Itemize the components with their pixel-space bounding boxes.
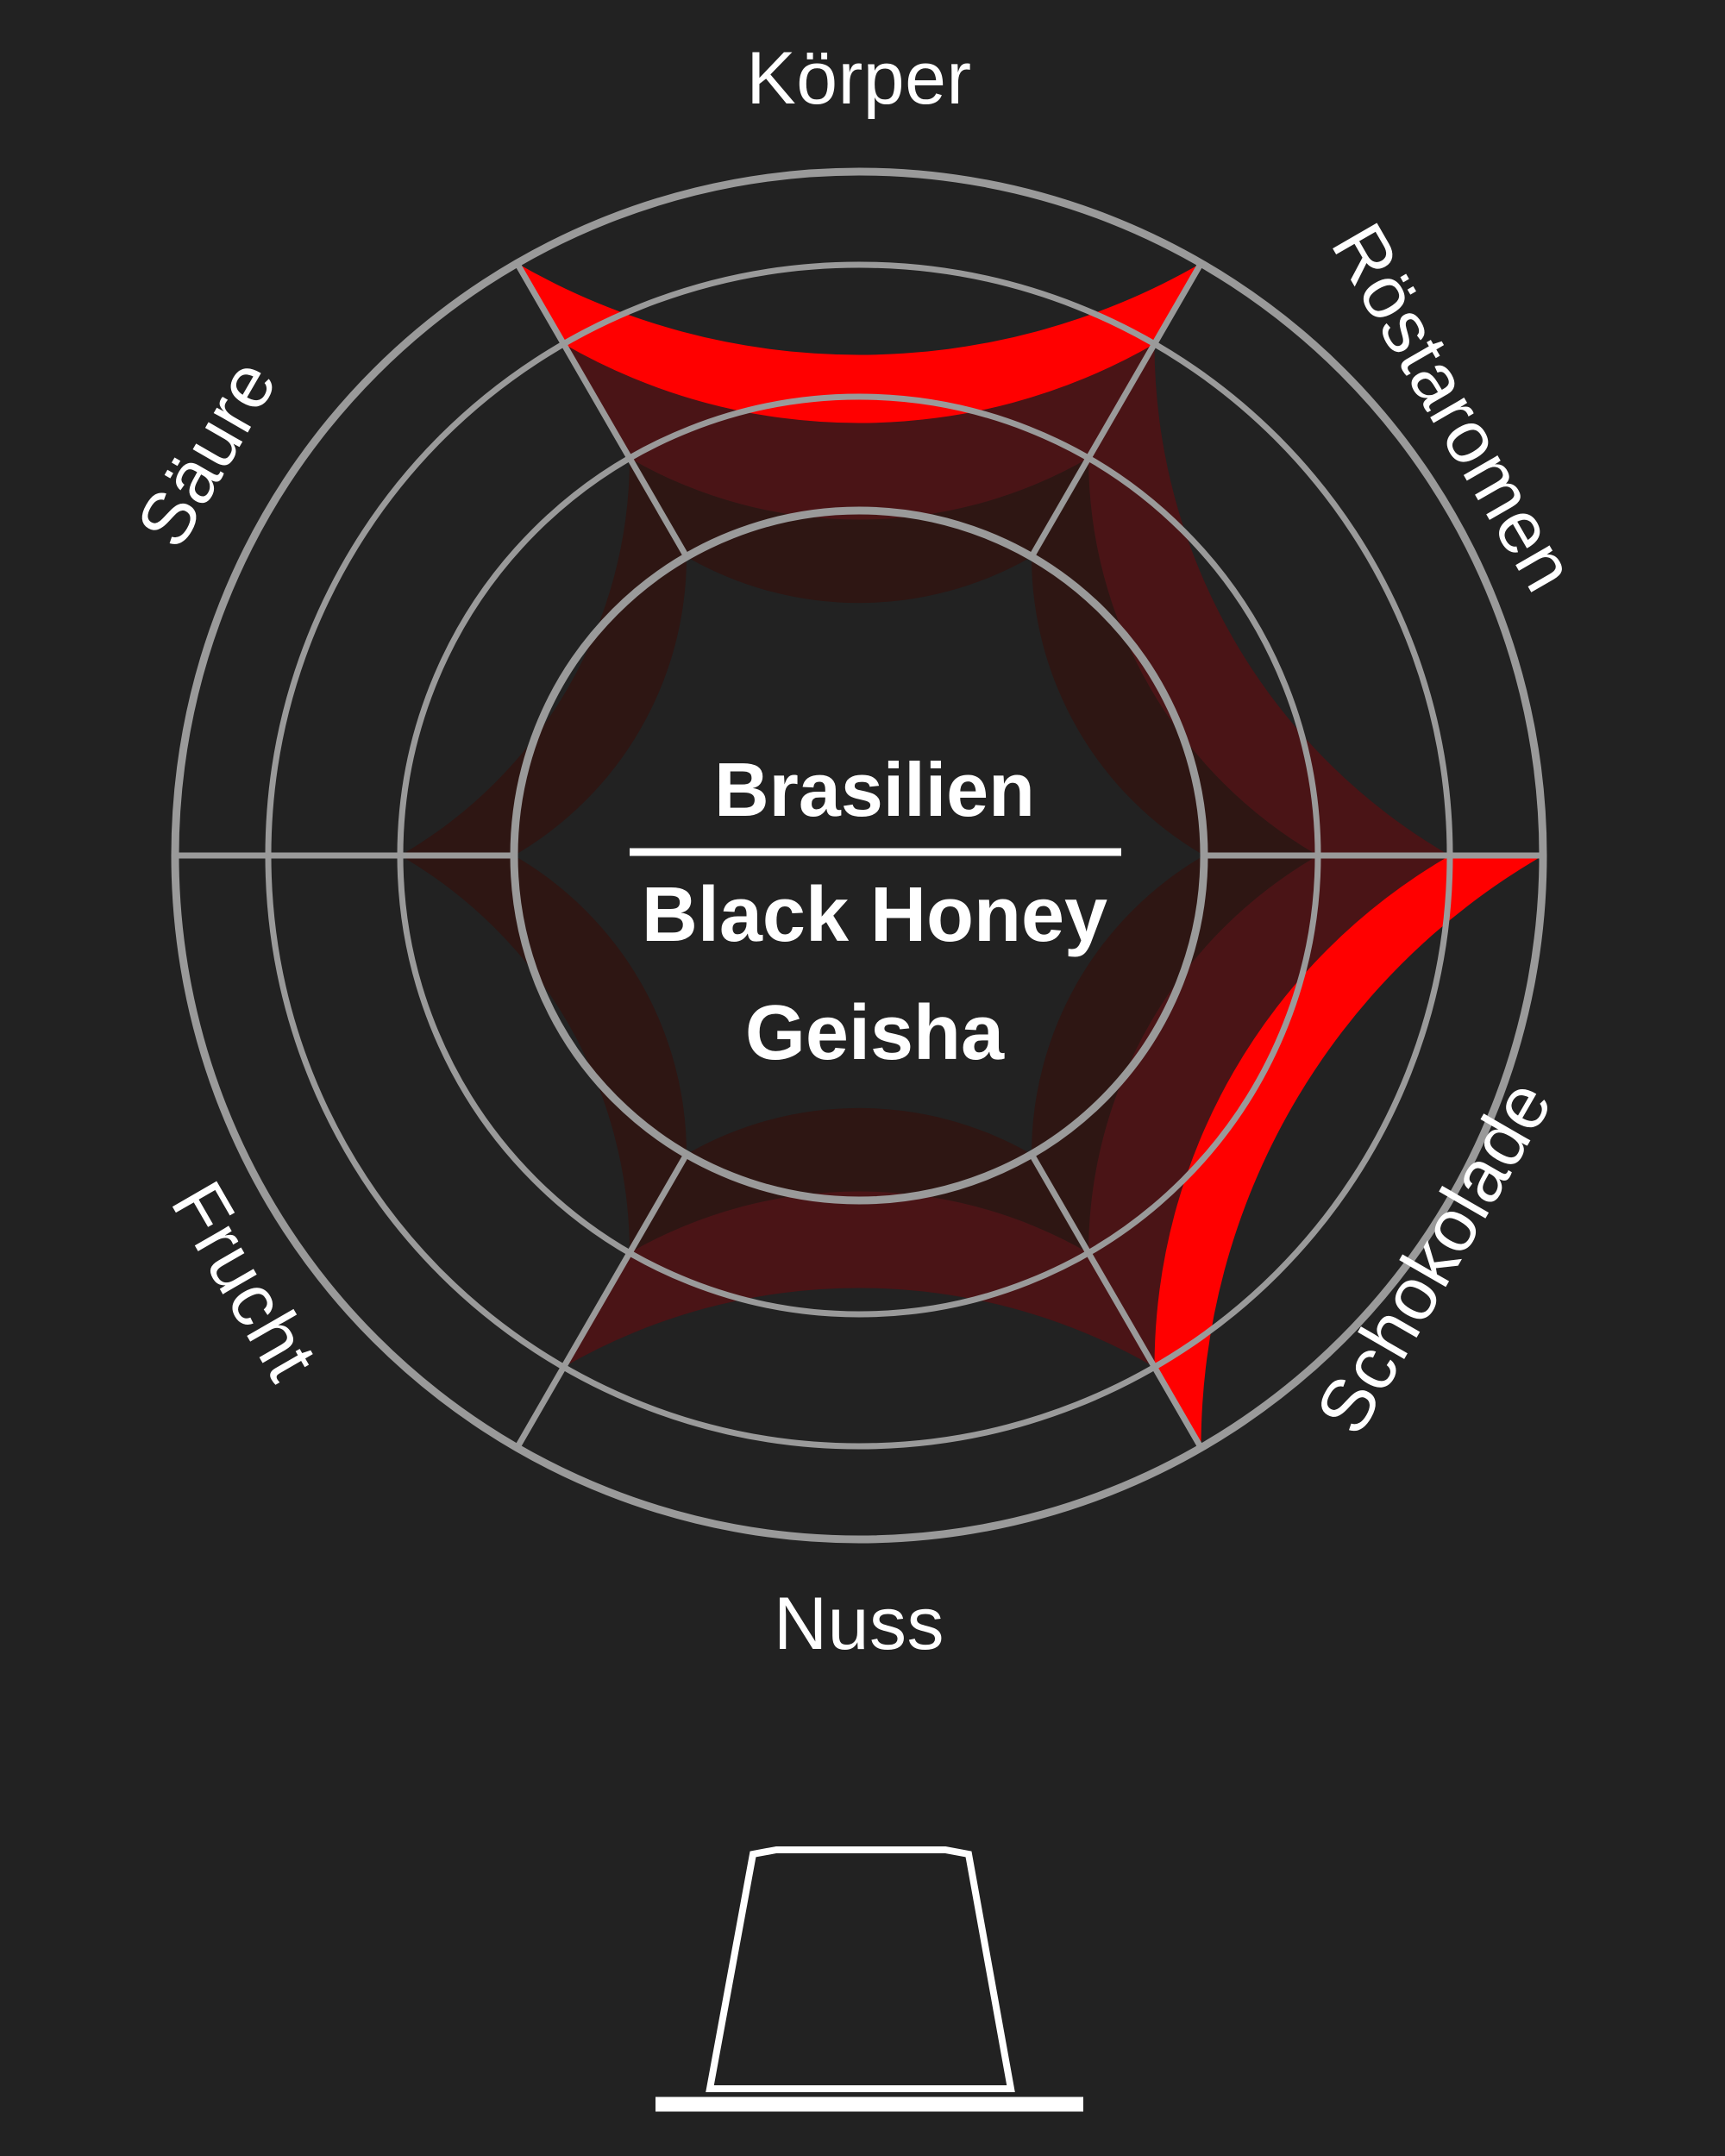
radar-segment-krper-ring3	[517, 263, 1201, 423]
radar-spoke-3	[1028, 1152, 1204, 1450]
axis-label-nuss: Nuss	[774, 1583, 944, 1665]
capsule-body	[706, 1846, 1015, 2092]
axis-label-roestaromen: Röstaromen	[1315, 210, 1591, 605]
radar-spoke-0	[514, 261, 690, 559]
center-info-block: Brasilien Black Honey Geisha	[630, 747, 1121, 1076]
center-variety: Geisha	[745, 990, 1005, 1076]
center-origin: Brasilien	[714, 747, 1035, 832]
center-process: Black Honey	[642, 872, 1107, 958]
axis-label-koerper: Körper	[746, 37, 971, 120]
coffee-capsule-icon	[656, 1846, 1083, 2112]
axis-label-schokolade: Schokolade	[1301, 1067, 1568, 1448]
radar-segment-nuss-ring2	[563, 1191, 1155, 1368]
radar-spokes-group	[175, 261, 1543, 1450]
radar-spoke-4	[514, 1152, 690, 1450]
radar-segment-rstaromen-ring1	[1032, 458, 1318, 856]
radar-segment-schokolade-ring3	[1154, 856, 1543, 1448]
radar-grid-group	[171, 167, 1547, 1544]
radar-spoke-1	[1028, 261, 1204, 559]
radar-segment-frucht-ring1	[400, 856, 687, 1253]
radar-segment-krper-ring2	[563, 343, 1155, 520]
axis-label-frucht: Frucht	[155, 1169, 334, 1395]
radar-segment-schokolade-ring1	[1032, 856, 1318, 1253]
radar-segment-sure-ring1	[400, 458, 687, 856]
radar-segment-nuss-ring1	[630, 1107, 1088, 1253]
radar-segment-krper-ring1	[630, 458, 1088, 604]
axis-label-saeure: Säure	[121, 346, 292, 561]
